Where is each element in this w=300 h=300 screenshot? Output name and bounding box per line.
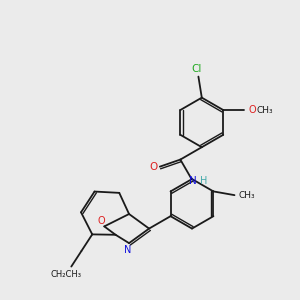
Text: H: H [200,176,207,186]
Text: CH₃: CH₃ [256,106,273,115]
Text: O: O [249,105,256,115]
Text: N: N [124,245,132,255]
Text: CH₃: CH₃ [238,190,255,200]
Text: N: N [189,176,197,186]
Text: O: O [97,216,105,226]
Text: O: O [149,162,157,172]
Text: CH₂CH₃: CH₂CH₃ [51,270,82,279]
Text: Cl: Cl [191,64,201,74]
